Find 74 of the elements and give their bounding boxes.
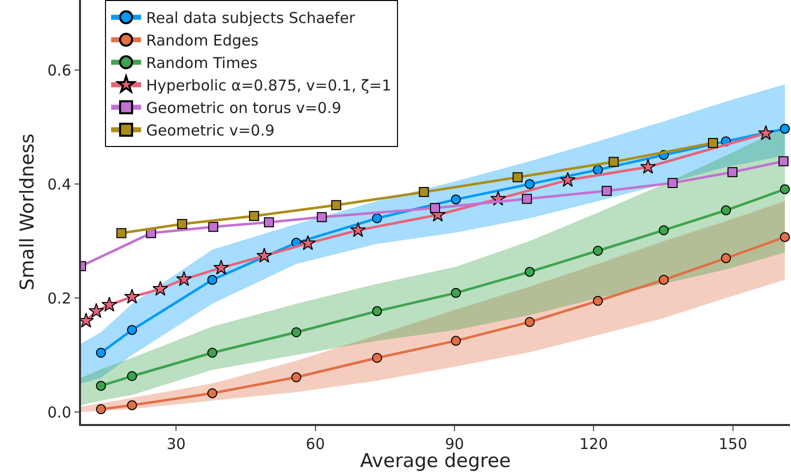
point [720,253,731,264]
point [127,371,138,382]
point [640,158,656,174]
point [372,213,382,224]
point [207,274,218,285]
y-tick-label: 0.4 [47,175,72,194]
point [668,178,678,188]
point [720,205,731,216]
point [524,179,535,190]
point [207,388,218,398]
point [350,222,366,237]
point [372,306,382,316]
point [450,288,461,298]
point [300,235,316,250]
point [450,336,461,346]
point [608,156,619,167]
point [592,246,603,256]
x-tick-label: 120 [579,434,608,453]
point [560,172,576,187]
x-tick-label: 150 [718,434,748,453]
point [88,302,104,318]
point [176,271,192,286]
point [418,187,429,198]
legend-label: Random Edges [146,32,259,50]
x-tick-label: 30 [166,434,186,453]
point [658,274,669,285]
point [96,380,106,391]
point [264,217,274,228]
point [524,266,535,277]
point [592,164,603,175]
legend-label: Real data subjects Schaefer [146,9,356,28]
point [727,167,738,178]
point [372,352,382,363]
point [708,138,718,148]
y-axis-title: Small Worldness [16,134,39,290]
point [177,218,188,229]
point [101,296,118,312]
point [256,248,272,263]
point [780,232,790,242]
point [522,194,532,204]
point [124,288,140,304]
x-tick-label: 90 [444,434,464,453]
point [213,260,229,275]
point [450,194,461,204]
point [602,186,612,196]
point [291,327,302,338]
legend-label: Hyperbolic α=0.875, v=0.1, ζ=1 [146,76,392,95]
legend-label: Geometric on torus v=0.9 [146,99,342,118]
point [430,203,440,214]
x-axis-title: Average degree [360,450,511,472]
legend-label: Geometric v=0.9 [146,122,275,140]
y-tick-label: 0.0 [47,403,72,422]
point [758,125,774,140]
point [208,222,218,232]
point [291,372,302,382]
y-tick-label: 0.6 [47,61,72,80]
point [512,172,523,182]
point [116,228,126,238]
point [249,210,260,221]
point [152,280,168,296]
point [778,156,788,166]
point [780,184,790,194]
point [658,225,669,236]
point [780,124,790,134]
point [331,200,342,210]
legend-label: Random Times [146,54,258,72]
x-tick-label: 60 [306,434,325,453]
point [127,324,138,335]
point [207,348,218,358]
point [96,348,106,358]
y-tick-label: 0.2 [47,289,72,308]
point [316,212,327,222]
point [524,316,535,327]
point [592,296,603,306]
